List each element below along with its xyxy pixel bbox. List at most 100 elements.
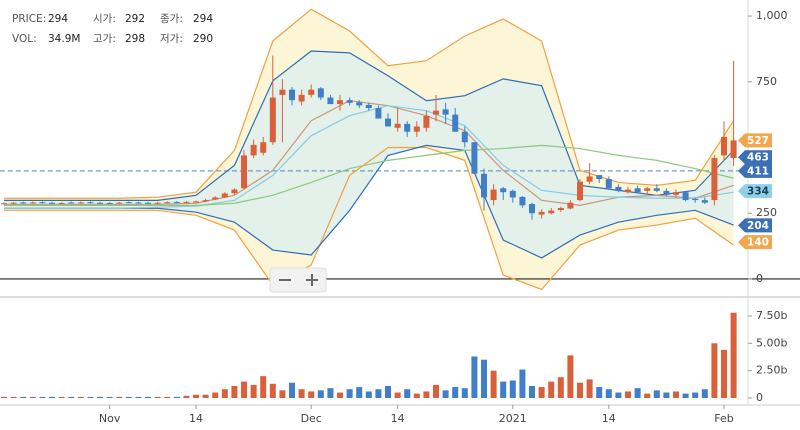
volume-bar — [308, 391, 315, 398]
price-tag — [738, 218, 772, 233]
header-label: 저가: — [160, 33, 183, 45]
candle-body — [39, 202, 46, 204]
candle-body — [557, 207, 564, 211]
candle-body — [538, 211, 545, 215]
candle-body — [346, 100, 353, 103]
volume-bar — [375, 389, 382, 398]
candle-body — [490, 189, 497, 201]
candle-body — [29, 202, 36, 204]
volume-bar — [1, 396, 8, 398]
candle-body — [471, 142, 478, 174]
volume-bar — [317, 390, 324, 398]
volume-bar — [500, 381, 507, 398]
candle-body — [145, 202, 152, 204]
x-tick-label: 2021 — [499, 412, 527, 425]
price-tag — [738, 150, 772, 165]
volume-bar — [625, 391, 632, 398]
candle-body — [385, 118, 392, 127]
candle-body — [49, 202, 56, 204]
volume-bar — [385, 385, 392, 398]
volume-bar — [289, 382, 296, 398]
volume-tick-label: 0 — [756, 391, 763, 404]
candle-body — [241, 155, 248, 189]
volume-bar — [202, 394, 209, 398]
volume-bar — [615, 392, 622, 398]
y-tick-label: 1,000 — [756, 9, 788, 22]
volume-bar — [346, 389, 353, 398]
candle-body — [586, 176, 593, 182]
candle-body — [116, 202, 123, 204]
candle-body — [68, 202, 75, 204]
price-tag-label: 334 — [747, 186, 769, 198]
header-label: PRICE: — [12, 13, 46, 25]
candle-body — [730, 140, 737, 159]
volume-bar — [413, 393, 420, 398]
candle-body — [337, 100, 344, 105]
candle-body — [433, 110, 440, 115]
header-value: 294 — [48, 13, 68, 25]
price-tag — [738, 163, 772, 178]
volume-bar — [97, 396, 104, 398]
volume-bar — [337, 392, 344, 398]
volume-bar — [327, 388, 334, 398]
candle-body — [721, 136, 728, 156]
candle-body — [327, 97, 334, 105]
volume-bar — [212, 392, 219, 398]
volume-bar — [663, 392, 670, 398]
header-label: 시가: — [93, 13, 116, 25]
price-tag — [738, 235, 772, 250]
volume-tick-label: 2.50b — [756, 364, 787, 377]
price-tag-label: 140 — [747, 237, 769, 249]
x-tick-label: Feb — [714, 412, 733, 425]
candle-body — [58, 202, 65, 204]
volume-bar — [452, 387, 459, 398]
candle-body — [135, 202, 142, 204]
volume-bar — [721, 349, 728, 398]
volume-bar — [298, 389, 305, 398]
candle-body — [317, 88, 324, 98]
volume-bar — [87, 396, 94, 398]
candle-body — [279, 89, 286, 95]
volume-bar — [356, 387, 363, 398]
volume-bar — [711, 343, 718, 398]
candle-body — [509, 190, 516, 198]
volume-bar — [116, 396, 123, 398]
volume-bar — [548, 381, 555, 398]
candle-body — [173, 201, 180, 203]
candle-body — [298, 94, 305, 102]
x-tick-label: Dec — [301, 412, 322, 425]
candle-body — [20, 202, 27, 204]
volume-bar — [231, 385, 238, 398]
volume-bar — [193, 394, 200, 398]
price-tag-label: 527 — [747, 135, 769, 147]
band-line — [4, 8, 735, 199]
volume-bar — [106, 396, 113, 398]
candle-body — [289, 89, 296, 101]
candle-body — [269, 97, 276, 143]
volume-bar — [183, 395, 190, 398]
volume-bar — [653, 390, 660, 398]
header-label: VOL: — [12, 33, 37, 45]
candle-body — [77, 202, 84, 204]
candle-body — [154, 202, 161, 204]
candle-body — [615, 186, 622, 191]
x-tick-label: Nov — [99, 412, 121, 425]
volume-bar — [519, 369, 526, 398]
volume-bar — [365, 391, 372, 398]
candle-body — [577, 181, 584, 201]
candle-body — [663, 190, 670, 195]
volume-bar — [135, 396, 142, 398]
price-tag-label: 411 — [747, 165, 769, 177]
volume-bar — [586, 379, 593, 398]
volume-bar — [442, 390, 449, 398]
candle-body — [106, 202, 113, 204]
volume-bar — [250, 384, 257, 398]
candle-body — [625, 189, 632, 193]
candle-body — [183, 201, 190, 203]
y-tick-label: 0 — [756, 272, 763, 285]
volume-bar — [596, 387, 603, 398]
candle-body — [711, 158, 718, 201]
volume-bar — [644, 393, 651, 398]
candle-body — [644, 188, 651, 191]
